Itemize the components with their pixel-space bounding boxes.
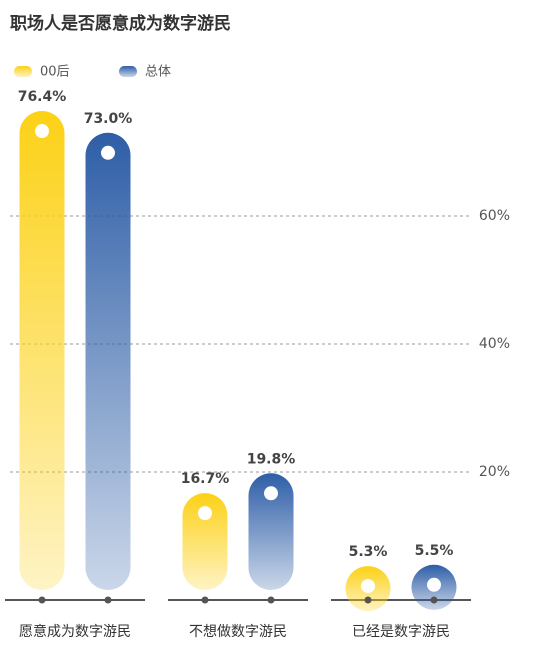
- bar-dot: [264, 486, 278, 501]
- base-dot: [430, 596, 438, 604]
- value-label: 76.4%: [18, 89, 67, 105]
- bar-dot: [101, 145, 115, 160]
- bar-dot: [35, 124, 49, 139]
- x-tick-label: 不想做数字游民: [189, 624, 287, 640]
- bar-dot: [361, 579, 375, 594]
- x-tick-label: 已经是数字游民: [352, 624, 450, 640]
- legend-label: 总体: [145, 65, 171, 80]
- legend-swatch: [119, 66, 137, 77]
- legend-label: 00后: [40, 65, 70, 80]
- legend-swatch: [14, 66, 32, 77]
- base-dot: [267, 596, 275, 604]
- value-label: 19.8%: [247, 451, 296, 467]
- y-tick-label: 40%: [479, 336, 510, 352]
- value-label: 16.7%: [181, 471, 230, 487]
- y-tick-label: 20%: [479, 464, 510, 480]
- base-dot: [201, 596, 209, 604]
- bar: [19, 111, 65, 590]
- bar-dot: [198, 506, 212, 521]
- x-tick-label: 愿意成为数字游民: [19, 623, 131, 640]
- bar-dot: [427, 577, 441, 592]
- bar: [182, 493, 228, 590]
- bar: [248, 473, 294, 590]
- base-dot: [364, 596, 372, 604]
- chart-title: 职场人是否愿意成为数字游民: [10, 13, 231, 34]
- bar: [85, 132, 131, 591]
- value-label: 5.5%: [415, 543, 454, 559]
- y-tick-label: 60%: [479, 208, 510, 224]
- value-label: 73.0%: [84, 111, 133, 127]
- value-label: 5.3%: [349, 544, 388, 560]
- base-dot: [104, 596, 112, 604]
- base-dot: [38, 596, 46, 604]
